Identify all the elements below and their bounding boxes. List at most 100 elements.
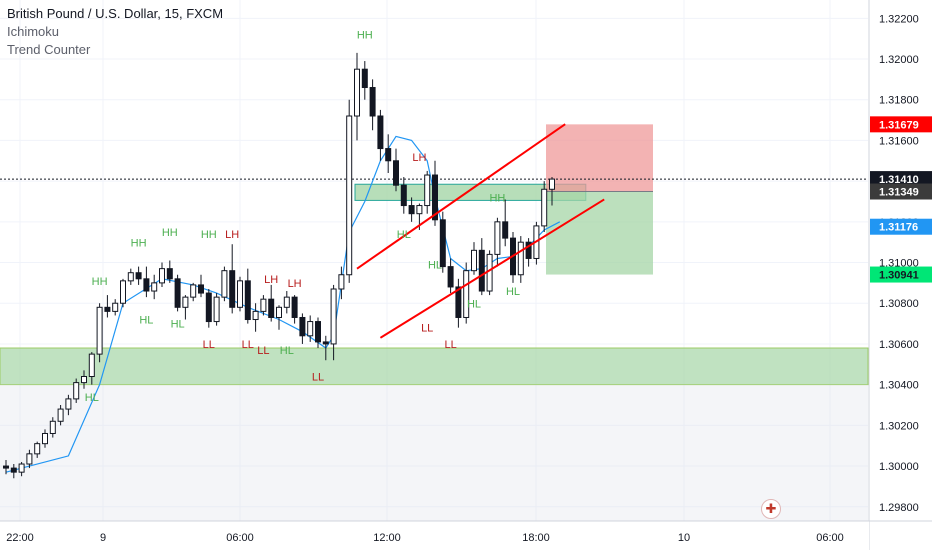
candle-body (268, 298, 275, 318)
candle-body (34, 443, 41, 455)
candle-body (408, 205, 415, 215)
candle-body (502, 221, 509, 239)
candle-body (541, 188, 548, 227)
candle-body (354, 68, 360, 117)
swing-label: LH (288, 278, 302, 290)
swing-label: HL (171, 319, 185, 331)
candle-body (283, 296, 290, 308)
candle-body (3, 465, 9, 469)
candle-body (213, 296, 220, 323)
candle-body (346, 115, 353, 276)
candle-body (276, 306, 282, 318)
time-axis[interactable]: 22:00 9 06:00 12:00 18:00 10 06:00 (0, 520, 932, 550)
swing-label: HL (139, 315, 153, 327)
candle-body (400, 184, 407, 207)
candle-body (416, 205, 423, 215)
candle-body (182, 296, 189, 308)
indicator-trend-counter[interactable]: Trend Counter (7, 42, 91, 57)
price-label-box (870, 171, 932, 188)
candle-body (104, 306, 111, 312)
swing-label: HL (467, 298, 481, 310)
time-tick-label: 06:00 (816, 532, 844, 544)
swing-label: LL (242, 339, 254, 351)
candle-body (330, 288, 337, 345)
swing-label: HH (131, 237, 147, 249)
uk-flag-icon[interactable]: ✚ (761, 499, 781, 519)
price-axis[interactable]: 1.29800 1.30000 1.30200 1.30400 1.30600 1.308… (868, 0, 932, 550)
swing-label: HL (85, 392, 99, 404)
candle-body (494, 221, 501, 255)
price-label-box (870, 218, 932, 235)
candle-body (377, 115, 384, 150)
candle-body (96, 306, 103, 355)
candle-body (439, 219, 446, 268)
price-label: 1.31176 (879, 222, 918, 234)
price-tick-label: 1.31000 (879, 258, 919, 270)
price-tick-label: 1.31600 (879, 135, 919, 147)
candle-body (393, 160, 399, 186)
time-tick-label: 9 (100, 532, 106, 544)
swing-label: HH (357, 30, 373, 42)
symbol-title[interactable]: British Pound / U.S. Dollar, 15, FXCM (7, 6, 224, 21)
swing-label: LL (257, 345, 269, 357)
indicator-ichimoku[interactable]: Ichimoku (7, 24, 60, 39)
candle-body (205, 292, 212, 323)
candle-body (18, 463, 25, 473)
swing-label: LH (264, 274, 278, 286)
price-label-box (870, 183, 932, 200)
candle-body (338, 274, 345, 290)
candle-body (447, 266, 454, 288)
price-tick-label: 1.31800 (879, 95, 919, 107)
candle-body (252, 310, 259, 321)
price-label: 1.31349 (879, 187, 919, 199)
swing-label: LL (421, 323, 433, 335)
candle-body (463, 270, 470, 318)
candle-body (322, 341, 329, 345)
candle-body (432, 174, 438, 221)
candle-body (26, 453, 33, 465)
swing-label: LH (412, 152, 426, 164)
channel-lower-line (379, 198, 605, 339)
candle-body (10, 467, 17, 473)
time-tick-label: 18:00 (522, 532, 550, 544)
price-label-box (870, 266, 932, 283)
candle-body (49, 420, 56, 434)
price-tick-label: 1.30000 (879, 461, 919, 473)
candle-body (143, 278, 150, 292)
candle-body (299, 316, 306, 337)
candle-body (244, 280, 251, 321)
swing-label: LL (312, 372, 324, 384)
swing-label: HL (397, 229, 411, 241)
swing-label: HH (489, 192, 505, 204)
candle-body (471, 249, 477, 272)
candle-body (57, 408, 64, 422)
candle-body (486, 253, 493, 292)
price-label: 1.31410 (879, 174, 919, 186)
stop-loss-zone (546, 124, 653, 192)
candle-body (221, 270, 228, 298)
candle-body (455, 286, 462, 318)
candle-body (291, 296, 298, 318)
candle-body (65, 398, 72, 410)
swing-label: HL (506, 286, 520, 298)
candle-body (229, 270, 236, 308)
price-tick-label: 1.30600 (879, 339, 919, 351)
candle-body (112, 302, 119, 312)
price-label: 1.30941 (879, 270, 919, 282)
candle-body (81, 376, 87, 384)
swing-label: HL (280, 345, 294, 357)
candle-body (42, 432, 48, 445)
swing-label: HH (92, 276, 108, 288)
price-tick-label: 1.30400 (879, 380, 919, 392)
candle-body (517, 241, 524, 276)
candle-body (151, 282, 158, 292)
candle-body (88, 353, 95, 378)
swing-label: HH (201, 229, 217, 241)
candle-body (525, 241, 532, 259)
swing-label: HH (162, 227, 178, 239)
price-label: 1.31679 (879, 119, 919, 131)
swing-label: LL (444, 339, 456, 351)
